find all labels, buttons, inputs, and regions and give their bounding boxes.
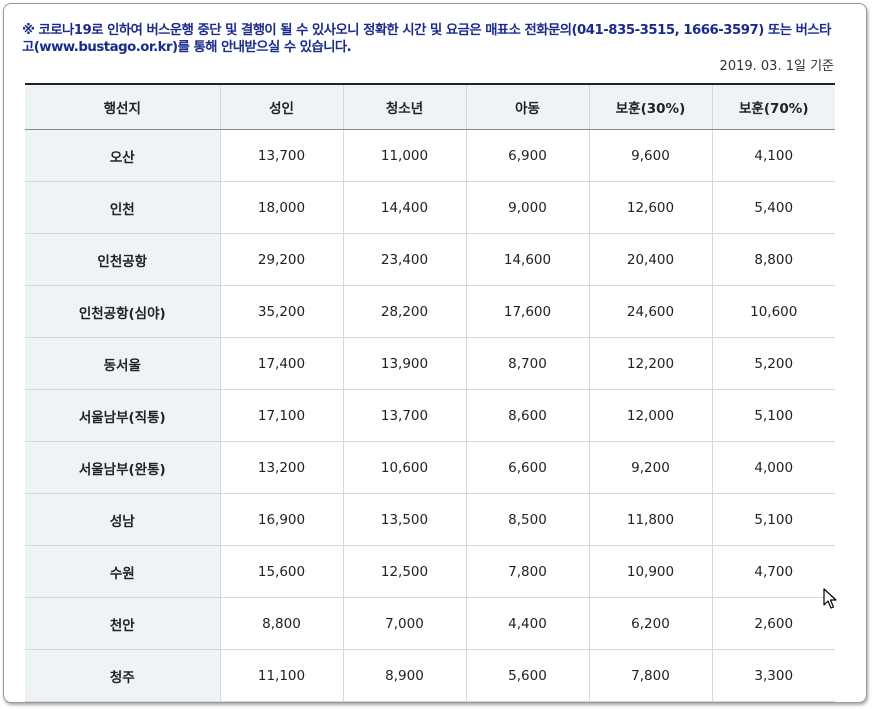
- cell-destination: 인천공항: [25, 233, 220, 286]
- fare-effective-date: 2019. 03. 1일 기준: [719, 59, 834, 74]
- cell-youth: 23,400: [342, 233, 466, 286]
- cell-adult: 17,400: [219, 337, 343, 390]
- table-row: 인천 18,000 14,400 9,000 12,600 5,400: [25, 181, 835, 234]
- cell-destination: 인천: [25, 181, 220, 234]
- cell-adult: 11,100: [219, 649, 343, 702]
- cell-veteran-30: 12,600: [588, 181, 712, 234]
- cell-veteran-30: 24,600: [588, 285, 712, 338]
- cell-destination: 수원: [25, 545, 220, 598]
- cell-veteran-30: 9,200: [588, 441, 712, 494]
- cell-youth: 12,500: [342, 545, 466, 598]
- cell-child: 6,600: [465, 441, 589, 494]
- table-row: 서울남부(완통) 13,200 10,600 6,600 9,200 4,000: [25, 441, 835, 494]
- mouse-pointer-icon: [823, 588, 837, 609]
- header-veteran-70: 보훈(70%): [711, 83, 835, 130]
- header-destination: 행선지: [25, 83, 220, 130]
- cell-youth: 11,000: [342, 129, 466, 182]
- cell-destination: 인천공항(심야): [25, 285, 220, 338]
- header-veteran-30: 보훈(30%): [588, 83, 712, 130]
- cell-adult: 13,700: [219, 129, 343, 182]
- cell-adult: 16,900: [219, 493, 343, 546]
- cell-child: 17,600: [465, 285, 589, 338]
- table-row: 서울남부(직통) 17,100 13,700 8,600 12,000 5,100: [25, 389, 835, 442]
- cell-child: 8,700: [465, 337, 589, 390]
- cell-youth: 8,900: [342, 649, 466, 702]
- cell-youth: 14,400: [342, 181, 466, 234]
- covid-notice: ※ 코로나19로 인하여 버스운행 중단 및 결행이 될 수 있사오니 정확한 …: [22, 23, 831, 55]
- cell-destination: 청주: [25, 649, 220, 702]
- cell-youth: 10,600: [342, 441, 466, 494]
- cell-veteran-30: 7,800: [588, 649, 712, 702]
- cell-veteran-70: 4,700: [711, 545, 835, 598]
- cell-destination: 서울남부(직통): [25, 389, 220, 442]
- cell-adult: 13,200: [219, 441, 343, 494]
- cell-adult: 17,100: [219, 389, 343, 442]
- cell-child: 4,400: [465, 597, 589, 650]
- header-adult: 성인: [219, 83, 343, 130]
- cell-child: 8,500: [465, 493, 589, 546]
- cell-adult: 15,600: [219, 545, 343, 598]
- cell-veteran-70: 10,600: [711, 285, 835, 338]
- cell-destination: 성남: [25, 493, 220, 546]
- cell-veteran-30: 10,900: [588, 545, 712, 598]
- table-row: 인천공항 29,200 23,400 14,600 20,400 8,800: [25, 233, 835, 286]
- cell-youth: 28,200: [342, 285, 466, 338]
- cell-veteran-30: 6,200: [588, 597, 712, 650]
- table-row: 인천공항(심야) 35,200 28,200 17,600 24,600 10,600: [25, 285, 835, 338]
- cell-veteran-70: 2,600: [711, 597, 835, 650]
- cell-child: 14,600: [465, 233, 589, 286]
- cell-adult: 18,000: [219, 181, 343, 234]
- cell-veteran-30: 20,400: [588, 233, 712, 286]
- cell-adult: 35,200: [219, 285, 343, 338]
- table-header-row: 행선지 성인 청소년 아동 보훈(30%) 보훈(70%): [25, 83, 835, 130]
- cell-veteran-70: 3,300: [711, 649, 835, 702]
- table-row: 성남 16,900 13,500 8,500 11,800 5,100: [25, 493, 835, 546]
- cell-destination: 서울남부(완통): [25, 441, 220, 494]
- cell-child: 7,800: [465, 545, 589, 598]
- table-row: 오산 13,700 11,000 6,900 9,600 4,100: [25, 129, 835, 182]
- table-row: 천안 8,800 7,000 4,400 6,200 2,600: [25, 597, 835, 650]
- cell-veteran-70: 5,200: [711, 337, 835, 390]
- cell-veteran-70: 8,800: [711, 233, 835, 286]
- cell-veteran-30: 9,600: [588, 129, 712, 182]
- cell-youth: 7,000: [342, 597, 466, 650]
- cell-veteran-30: 11,800: [588, 493, 712, 546]
- cell-youth: 13,500: [342, 493, 466, 546]
- table-row: 수원 15,600 12,500 7,800 10,900 4,700: [25, 545, 835, 598]
- cell-child: 5,600: [465, 649, 589, 702]
- table-row: 청주 11,100 8,900 5,600 7,800 3,300: [25, 649, 835, 702]
- cell-youth: 13,900: [342, 337, 466, 390]
- table-row: 동서울 17,400 13,900 8,700 12,200 5,200: [25, 337, 835, 390]
- cell-adult: 29,200: [219, 233, 343, 286]
- header-child: 아동: [465, 83, 589, 130]
- cell-child: 6,900: [465, 129, 589, 182]
- cell-veteran-30: 12,000: [588, 389, 712, 442]
- cell-veteran-30: 12,200: [588, 337, 712, 390]
- cell-veteran-70: 4,100: [711, 129, 835, 182]
- cell-child: 9,000: [465, 181, 589, 234]
- cell-veteran-70: 5,400: [711, 181, 835, 234]
- fare-table: 행선지 성인 청소년 아동 보훈(30%) 보훈(70%) 오산 13,700 11…: [25, 83, 835, 702]
- cell-adult: 8,800: [219, 597, 343, 650]
- cell-destination: 천안: [25, 597, 220, 650]
- cell-veteran-70: 4,000: [711, 441, 835, 494]
- cell-destination: 동서울: [25, 337, 220, 390]
- cell-veteran-70: 5,100: [711, 493, 835, 546]
- header-youth: 청소년: [342, 83, 466, 130]
- cell-child: 8,600: [465, 389, 589, 442]
- cell-youth: 13,700: [342, 389, 466, 442]
- cell-veteran-70: 5,100: [711, 389, 835, 442]
- cell-destination: 오산: [25, 129, 220, 182]
